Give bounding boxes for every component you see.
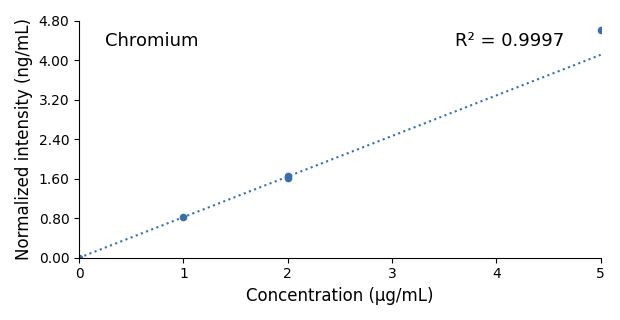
Point — [596, 28, 606, 33]
Point — [283, 175, 293, 180]
Y-axis label: Normalized intensity (ng/mL): Normalized intensity (ng/mL) — [15, 18, 33, 260]
Point — [74, 255, 84, 260]
Text: Chromium: Chromium — [105, 32, 199, 50]
Text: R² = 0.9997: R² = 0.9997 — [454, 32, 564, 50]
Point — [179, 215, 188, 220]
X-axis label: Concentration (μg/mL): Concentration (μg/mL) — [246, 287, 433, 305]
Point — [283, 174, 293, 179]
